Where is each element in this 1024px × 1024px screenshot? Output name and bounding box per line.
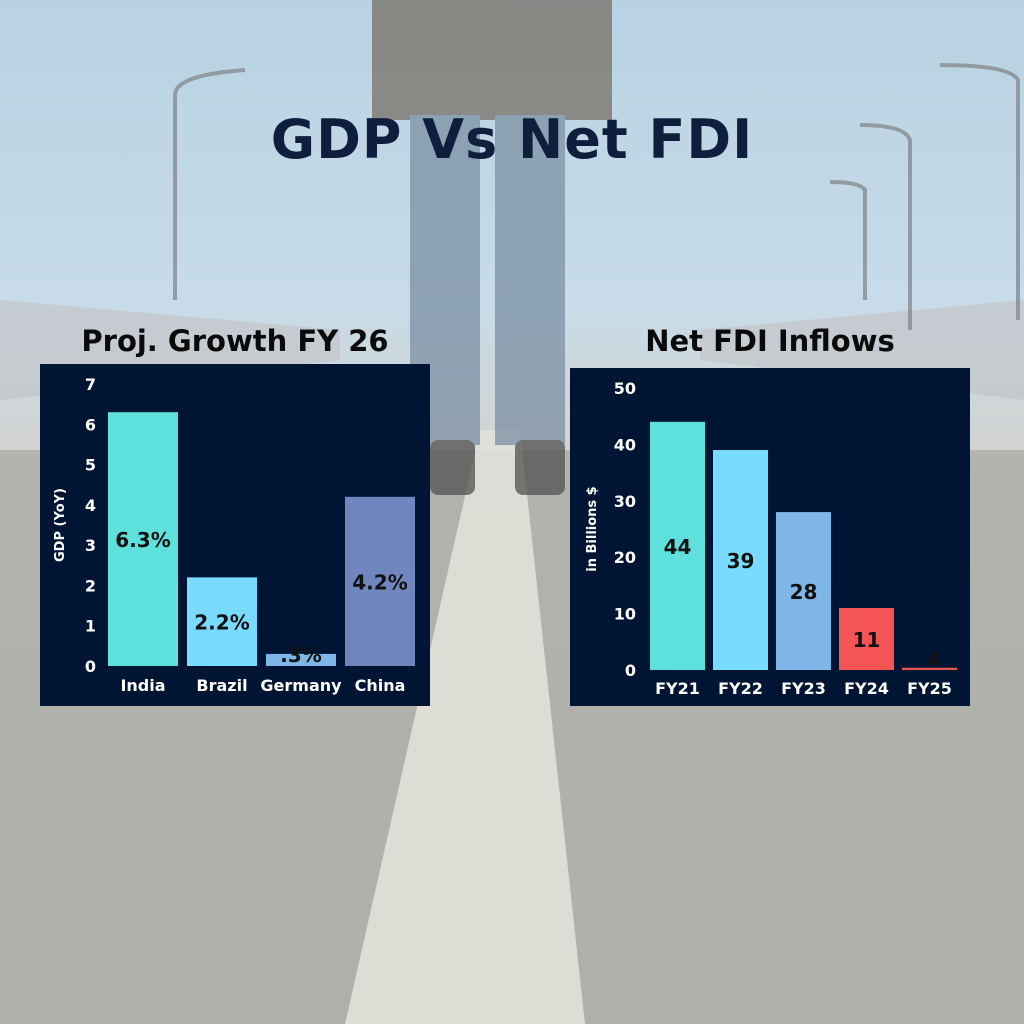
y-tick-label: 20 bbox=[614, 548, 636, 567]
gdp-growth-chart: 0 1 2 3 4 5 6 7 GDP (YoY) India 6.3% Brazil 2.2% Germ… bbox=[40, 364, 430, 706]
bar-fy23 bbox=[776, 512, 831, 670]
fdi-inflows-chart: 0 10 20 30 40 50 in Billions $ FY21 44 FY22 39 FY23… bbox=[570, 368, 970, 706]
data-label: 44 bbox=[664, 535, 692, 559]
x-tick-label: FY21 bbox=[655, 679, 700, 698]
bar-germany bbox=[266, 653, 336, 666]
y-tick-label: 50 bbox=[614, 379, 636, 398]
y-axis-label: GDP (YoY) bbox=[53, 488, 68, 562]
bar-fy22 bbox=[713, 450, 768, 670]
y-tick-label: 30 bbox=[614, 492, 636, 511]
bar-fy25 bbox=[902, 667, 957, 670]
data-label: 11 bbox=[853, 628, 881, 652]
y-tick-label: 7 bbox=[85, 375, 96, 394]
data-label: 2.2% bbox=[194, 611, 249, 635]
data-label: .4 bbox=[919, 647, 941, 671]
y-tick-label: 0 bbox=[625, 661, 636, 680]
x-tick-label: China bbox=[355, 676, 406, 695]
bar-china bbox=[345, 496, 415, 666]
y-tick-label: 2 bbox=[85, 576, 96, 595]
y-tick-label: 40 bbox=[614, 435, 636, 454]
data-label: .3% bbox=[280, 643, 322, 667]
y-tick-label: 6 bbox=[85, 415, 96, 434]
fdi-chart-svg: 0 10 20 30 40 50 in Billions $ FY21 44 FY22 39 FY23… bbox=[585, 379, 957, 698]
bar-fy24 bbox=[839, 607, 894, 670]
y-tick-label: 10 bbox=[614, 605, 636, 624]
gdp-chart-title: Proj. Growth FY 26 bbox=[81, 324, 389, 358]
x-tick-label: FY24 bbox=[844, 679, 889, 698]
x-tick-label: FY22 bbox=[718, 679, 763, 698]
bar-india bbox=[108, 412, 178, 666]
y-tick-label: 1 bbox=[85, 617, 96, 636]
y-tick-label: 5 bbox=[85, 456, 96, 475]
x-tick-label: Germany bbox=[260, 676, 342, 695]
bar-brazil bbox=[187, 577, 257, 666]
x-tick-label: FY25 bbox=[907, 679, 952, 698]
data-label: 39 bbox=[727, 549, 755, 573]
bar-fy21 bbox=[650, 421, 705, 670]
x-tick-label: India bbox=[120, 676, 165, 695]
y-tick-label: 4 bbox=[85, 496, 96, 515]
y-axis-label: in Billions $ bbox=[585, 486, 600, 571]
data-label: 6.3% bbox=[115, 528, 170, 552]
x-tick-label: Brazil bbox=[196, 676, 247, 695]
gdp-chart-svg: 0 1 2 3 4 5 6 7 GDP (YoY) India 6.3% Brazil 2.2% Germ… bbox=[53, 375, 415, 695]
y-tick-label: 0 bbox=[85, 657, 96, 676]
data-label: 4.2% bbox=[352, 570, 407, 594]
fdi-chart-title: Net FDI Inflows bbox=[645, 324, 895, 358]
x-tick-label: FY23 bbox=[781, 679, 826, 698]
page-title: GDP Vs Net FDI bbox=[270, 108, 754, 171]
data-label: 28 bbox=[790, 580, 818, 604]
y-tick-label: 3 bbox=[85, 536, 96, 555]
